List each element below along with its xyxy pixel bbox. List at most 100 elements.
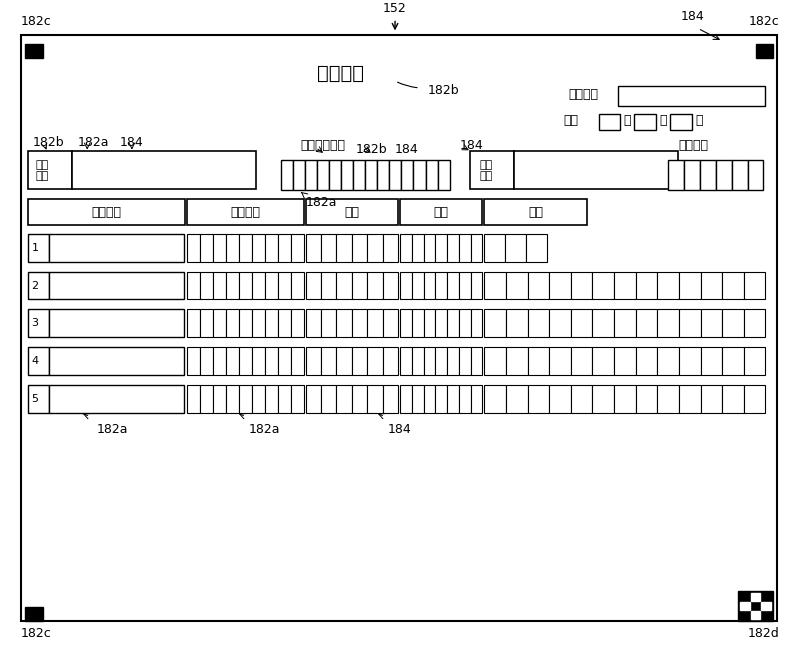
FancyBboxPatch shape	[213, 347, 226, 375]
Text: 184: 184	[459, 139, 483, 152]
FancyBboxPatch shape	[423, 310, 435, 337]
FancyBboxPatch shape	[435, 234, 447, 262]
FancyBboxPatch shape	[226, 272, 238, 299]
FancyBboxPatch shape	[278, 385, 290, 413]
FancyBboxPatch shape	[744, 385, 766, 413]
FancyBboxPatch shape	[337, 385, 352, 413]
Text: 182a: 182a	[97, 422, 129, 435]
FancyBboxPatch shape	[485, 199, 586, 225]
FancyBboxPatch shape	[636, 385, 658, 413]
FancyBboxPatch shape	[199, 385, 213, 413]
FancyBboxPatch shape	[290, 385, 304, 413]
FancyBboxPatch shape	[352, 310, 367, 337]
FancyBboxPatch shape	[251, 310, 265, 337]
FancyBboxPatch shape	[290, 310, 304, 337]
FancyBboxPatch shape	[722, 310, 744, 337]
FancyBboxPatch shape	[278, 347, 290, 375]
Text: 5: 5	[31, 394, 38, 404]
Bar	[740, 602, 750, 610]
FancyBboxPatch shape	[213, 310, 226, 337]
FancyBboxPatch shape	[321, 272, 337, 299]
FancyBboxPatch shape	[412, 347, 423, 375]
Text: 平成: 平成	[564, 114, 579, 127]
FancyBboxPatch shape	[459, 347, 470, 375]
FancyBboxPatch shape	[353, 160, 366, 190]
FancyBboxPatch shape	[290, 347, 304, 375]
Text: 182c: 182c	[21, 627, 51, 640]
FancyBboxPatch shape	[526, 234, 547, 262]
FancyBboxPatch shape	[400, 385, 412, 413]
FancyBboxPatch shape	[435, 272, 447, 299]
FancyBboxPatch shape	[400, 272, 412, 299]
FancyBboxPatch shape	[744, 310, 766, 337]
FancyBboxPatch shape	[470, 385, 482, 413]
FancyBboxPatch shape	[593, 385, 614, 413]
FancyBboxPatch shape	[50, 347, 183, 375]
FancyBboxPatch shape	[186, 385, 199, 413]
FancyBboxPatch shape	[412, 234, 423, 262]
FancyBboxPatch shape	[199, 310, 213, 337]
FancyBboxPatch shape	[341, 160, 353, 190]
FancyBboxPatch shape	[459, 234, 470, 262]
FancyBboxPatch shape	[528, 347, 550, 375]
FancyBboxPatch shape	[636, 310, 658, 337]
Text: 2: 2	[31, 280, 38, 291]
FancyBboxPatch shape	[251, 385, 265, 413]
FancyBboxPatch shape	[28, 234, 50, 262]
FancyBboxPatch shape	[423, 234, 435, 262]
FancyBboxPatch shape	[226, 310, 238, 337]
FancyBboxPatch shape	[470, 272, 482, 299]
FancyBboxPatch shape	[199, 272, 213, 299]
FancyBboxPatch shape	[658, 272, 679, 299]
FancyBboxPatch shape	[337, 310, 352, 337]
FancyBboxPatch shape	[459, 385, 470, 413]
FancyBboxPatch shape	[447, 310, 459, 337]
Text: 182b: 182b	[428, 84, 459, 97]
FancyBboxPatch shape	[382, 347, 398, 375]
Text: 月: 月	[659, 114, 666, 127]
FancyBboxPatch shape	[226, 385, 238, 413]
FancyBboxPatch shape	[679, 385, 701, 413]
Bar	[738, 591, 774, 621]
Text: 商品代码: 商品代码	[230, 206, 260, 219]
Text: 182a: 182a	[78, 136, 109, 149]
FancyBboxPatch shape	[470, 234, 482, 262]
FancyBboxPatch shape	[238, 347, 251, 375]
FancyBboxPatch shape	[593, 310, 614, 337]
FancyBboxPatch shape	[485, 310, 506, 337]
FancyBboxPatch shape	[238, 385, 251, 413]
FancyBboxPatch shape	[321, 310, 337, 337]
FancyBboxPatch shape	[337, 347, 352, 375]
FancyBboxPatch shape	[459, 310, 470, 337]
Text: 182b: 182b	[355, 143, 387, 156]
FancyBboxPatch shape	[352, 385, 367, 413]
Text: 184: 184	[388, 422, 412, 435]
FancyBboxPatch shape	[722, 272, 744, 299]
FancyBboxPatch shape	[747, 160, 763, 190]
FancyBboxPatch shape	[435, 385, 447, 413]
Text: 182c: 182c	[21, 16, 51, 29]
FancyBboxPatch shape	[435, 310, 447, 337]
FancyBboxPatch shape	[593, 347, 614, 375]
Bar	[25, 44, 42, 58]
FancyBboxPatch shape	[716, 160, 732, 190]
FancyBboxPatch shape	[423, 347, 435, 375]
FancyBboxPatch shape	[290, 234, 304, 262]
FancyBboxPatch shape	[317, 160, 329, 190]
FancyBboxPatch shape	[400, 347, 412, 375]
FancyBboxPatch shape	[506, 310, 528, 337]
FancyBboxPatch shape	[305, 160, 317, 190]
FancyBboxPatch shape	[50, 272, 183, 299]
Text: 182b: 182b	[33, 136, 64, 149]
FancyBboxPatch shape	[213, 385, 226, 413]
Text: 公司
名称: 公司 名称	[35, 160, 49, 181]
FancyBboxPatch shape	[550, 272, 571, 299]
FancyBboxPatch shape	[506, 385, 528, 413]
Bar	[750, 611, 761, 619]
FancyBboxPatch shape	[321, 385, 337, 413]
Text: 182c: 182c	[749, 16, 779, 29]
FancyBboxPatch shape	[186, 199, 304, 225]
FancyBboxPatch shape	[470, 347, 482, 375]
FancyBboxPatch shape	[634, 114, 656, 130]
FancyBboxPatch shape	[658, 347, 679, 375]
